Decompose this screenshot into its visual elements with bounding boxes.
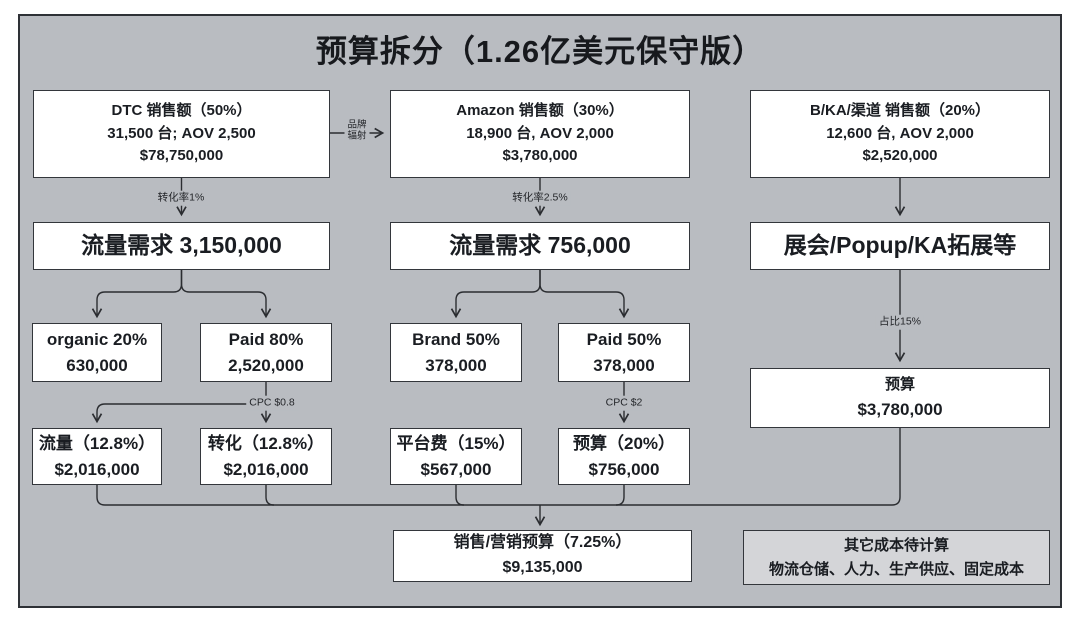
node-traffic-cost: 流量（12.8%） $2,016,000	[32, 428, 162, 485]
brand50-value: 378,000	[425, 355, 487, 375]
bka-budget-label: 预算	[884, 376, 915, 393]
node-conversion-cost: 转化（12.8%） $2,016,000	[200, 428, 332, 485]
traffic-cost-amount: $2,016,000	[54, 459, 140, 479]
platform-fee-amount: $567,000	[420, 459, 492, 479]
edge-label-cpc-amazon: CPC $2	[602, 395, 646, 411]
total-budget-label: 销售/营销预算（7.25%）	[453, 534, 632, 552]
brand-radiation-line1: 品牌	[347, 119, 367, 131]
amazon-sales-amount: $3,780,000	[502, 147, 578, 165]
node-brand50: Brand 50% 378,000	[390, 323, 522, 382]
amazon-sales-title: Amazon 销售额（30%）	[456, 102, 624, 120]
edge-label-cpc-dtc: CPC $0.8	[246, 395, 298, 411]
dtc-sales-units: 31,500 台; AOV 2,500	[107, 124, 256, 142]
bka-sales-units: 12,600 台, AOV 2,000	[826, 124, 974, 142]
node-dtc-sales: DTC 销售额（50%） 31,500 台; AOV 2,500 $78,750…	[33, 90, 330, 178]
organic-label: organic 20%	[46, 330, 148, 349]
bka-sales-amount: $2,520,000	[862, 147, 938, 165]
node-paid80: Paid 80% 2,520,000	[200, 323, 332, 382]
dtc-sales-amount: $78,750,000	[139, 147, 224, 165]
node-platform-fee: 平台费（15%） $567,000	[390, 428, 522, 485]
brand-radiation-line2: 辐射	[347, 131, 367, 142]
dtc-sales-title: DTC 销售额（50%）	[111, 102, 252, 120]
node-amazon-budget: 预算（20%） $756,000	[558, 428, 690, 485]
node-amazon-traffic: 流量需求 756,000	[390, 222, 690, 270]
total-budget-amount: $9,135,000	[502, 559, 583, 576]
node-amazon-sales: Amazon 销售额（30%） 18,900 台, AOV 2,000 $3,7…	[390, 90, 690, 178]
conversion-cost-amount: $2,016,000	[223, 459, 309, 479]
edge-label-bka-share: 占比15%	[875, 314, 925, 330]
node-other-costs: 其它成本待计算 物流仓储、人力、生产供应、固定成本	[743, 530, 1050, 585]
paid80-value: 2,520,000	[228, 355, 304, 375]
node-dtc-traffic: 流量需求 3,150,000	[33, 222, 330, 270]
traffic-cost-label: 流量（12.8%）	[38, 434, 156, 453]
node-bka-expand: 展会/Popup/KA拓展等	[750, 222, 1050, 270]
amazon-budget-amount: $756,000	[588, 459, 660, 479]
brand50-label: Brand 50%	[412, 330, 500, 349]
node-organic: organic 20% 630,000	[32, 323, 162, 382]
paid50-value: 378,000	[593, 355, 655, 375]
bka-sales-title: B/KA/渠道 销售额（20%）	[809, 102, 991, 120]
edge-label-amazon-conversion-rate: 转化率2.5%	[509, 190, 571, 206]
edge-label-dtc-conversion-rate: 转化率1%	[154, 190, 208, 206]
platform-fee-label: 平台费（15%）	[396, 434, 516, 453]
edge-label-brand-radiation: 品牌 辐射	[344, 118, 370, 144]
paid50-label: Paid 50%	[586, 330, 662, 349]
node-total-budget: 销售/营销预算（7.25%） $9,135,000	[393, 530, 692, 582]
paid80-label: Paid 80%	[228, 330, 304, 349]
amazon-budget-label: 预算（20%）	[572, 434, 676, 453]
other-costs-detail: 物流仓储、人力、生产供应、固定成本	[768, 560, 1024, 578]
node-paid50: Paid 50% 378,000	[558, 323, 690, 382]
other-costs-title: 其它成本待计算	[843, 536, 949, 554]
node-bka-sales: B/KA/渠道 销售额（20%） 12,600 台, AOV 2,000 $2,…	[750, 90, 1050, 178]
diagram-title: 预算拆分（1.26亿美元保守版）	[315, 34, 765, 69]
node-bka-budget: 预算 $3,780,000	[750, 368, 1050, 428]
conversion-cost-label: 转化（12.8%）	[207, 434, 325, 453]
organic-value: 630,000	[66, 355, 128, 375]
bka-budget-amount: $3,780,000	[857, 399, 943, 419]
amazon-sales-units: 18,900 台, AOV 2,000	[466, 124, 614, 142]
